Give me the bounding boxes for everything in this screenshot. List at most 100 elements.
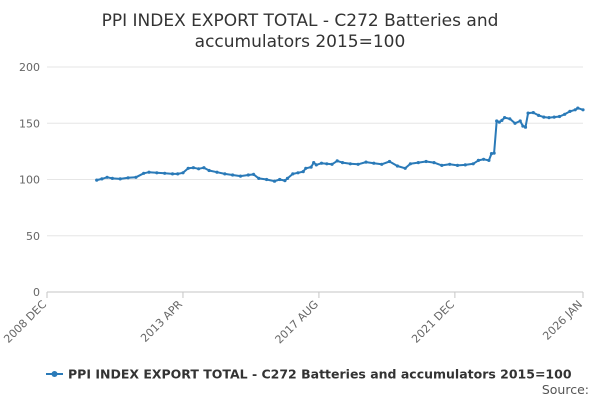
source-label: Source: <box>542 382 589 397</box>
data-point[interactable] <box>482 157 486 161</box>
data-point[interactable] <box>476 158 480 162</box>
data-point[interactable] <box>440 163 444 167</box>
data-point[interactable] <box>231 173 235 177</box>
data-point[interactable] <box>537 113 541 117</box>
data-point[interactable] <box>424 159 428 164</box>
y-axis: 0 50 100 150 200 <box>19 61 40 299</box>
data-point[interactable] <box>283 179 287 183</box>
data-point[interactable] <box>272 179 277 183</box>
data-point[interactable] <box>110 176 114 180</box>
data-point[interactable] <box>408 162 412 166</box>
data-point[interactable] <box>508 117 512 121</box>
data-point[interactable] <box>257 176 261 180</box>
data-point[interactable] <box>497 120 501 124</box>
data-point[interactable] <box>552 115 556 119</box>
data-point[interactable] <box>95 178 99 182</box>
data-point[interactable] <box>325 162 329 166</box>
data-point[interactable] <box>265 177 269 182</box>
data-point[interactable] <box>340 161 345 165</box>
data-point[interactable] <box>278 177 282 182</box>
data-point[interactable] <box>134 175 138 179</box>
data-point[interactable] <box>471 162 475 166</box>
data-point[interactable] <box>238 174 243 178</box>
data-point[interactable] <box>576 106 580 110</box>
data-point[interactable] <box>291 172 295 176</box>
data-point[interactable] <box>319 161 324 165</box>
data-point[interactable] <box>432 161 436 165</box>
y-tick-label: 150 <box>19 117 40 130</box>
data-point[interactable] <box>191 166 195 170</box>
grid <box>47 66 583 237</box>
data-point[interactable] <box>356 162 360 166</box>
data-point[interactable] <box>246 173 250 177</box>
legend-label[interactable]: PPI INDEX EXPORT TOTAL - C272 Batteries … <box>68 367 572 382</box>
data-point[interactable] <box>492 151 496 155</box>
data-point[interactable] <box>348 162 352 166</box>
data-point[interactable] <box>118 177 122 181</box>
data-point[interactable] <box>526 111 530 115</box>
data-point[interactable] <box>403 166 407 170</box>
x-tick-label: 2017 AUG <box>273 298 322 347</box>
data-point[interactable] <box>563 112 567 116</box>
data-point[interactable] <box>215 170 219 174</box>
data-point[interactable] <box>416 161 420 165</box>
data-point[interactable] <box>309 165 313 169</box>
data-point[interactable] <box>223 172 227 176</box>
data-point[interactable] <box>252 172 256 176</box>
data-point[interactable] <box>395 164 399 168</box>
data-point[interactable] <box>448 162 452 166</box>
x-tick-label: 2008 DEC <box>1 298 49 346</box>
data-point[interactable] <box>163 171 167 175</box>
data-point[interactable] <box>147 170 151 174</box>
chart-title-line-2: accumulators 2015=100 <box>195 32 406 52</box>
data-point[interactable] <box>207 168 211 173</box>
data-point[interactable] <box>542 115 546 119</box>
data-point[interactable] <box>105 175 109 179</box>
data-point[interactable] <box>463 163 467 167</box>
data-point[interactable] <box>380 162 384 166</box>
data-point[interactable] <box>186 166 190 170</box>
data-point[interactable] <box>387 159 392 164</box>
data-point[interactable] <box>557 114 562 119</box>
data-point[interactable] <box>489 152 494 156</box>
data-point[interactable] <box>330 162 334 166</box>
data-point[interactable] <box>202 166 206 170</box>
chart-title-line-1: PPI INDEX EXPORT TOTAL - C272 Batteries … <box>102 11 499 31</box>
data-point[interactable] <box>500 118 504 122</box>
data-point[interactable] <box>301 170 305 174</box>
data-point[interactable] <box>503 116 507 120</box>
data-point[interactable] <box>155 171 159 175</box>
data-point[interactable] <box>312 161 316 165</box>
data-point[interactable] <box>495 119 499 123</box>
data-point[interactable] <box>176 172 180 176</box>
x-tick-label: 2026 JAN <box>540 298 585 343</box>
data-point[interactable] <box>573 108 577 112</box>
data-point[interactable] <box>314 163 318 167</box>
data-point[interactable] <box>513 121 517 125</box>
data-point[interactable] <box>285 176 290 180</box>
data-point[interactable] <box>296 171 300 175</box>
data-point[interactable] <box>170 172 175 176</box>
y-tick-label: 50 <box>26 230 40 243</box>
data-point[interactable] <box>531 111 535 115</box>
data-point[interactable] <box>523 125 528 129</box>
data-point[interactable] <box>547 116 551 120</box>
data-point[interactable] <box>518 119 522 123</box>
data-point[interactable] <box>335 159 339 163</box>
data-point[interactable] <box>304 166 308 170</box>
data-point[interactable] <box>126 176 130 180</box>
legend[interactable]: PPI INDEX EXPORT TOTAL - C272 Batteries … <box>46 367 572 382</box>
data-point[interactable] <box>581 108 585 112</box>
data-point[interactable] <box>181 171 185 175</box>
data-point[interactable] <box>568 109 572 113</box>
data-point[interactable] <box>364 160 368 164</box>
data-point[interactable] <box>487 158 491 162</box>
data-point[interactable] <box>142 171 146 175</box>
data-point[interactable] <box>455 163 460 167</box>
data-point[interactable] <box>197 167 201 171</box>
data-point[interactable] <box>372 161 376 165</box>
data-point[interactable] <box>100 177 104 181</box>
data-point[interactable] <box>521 124 525 128</box>
